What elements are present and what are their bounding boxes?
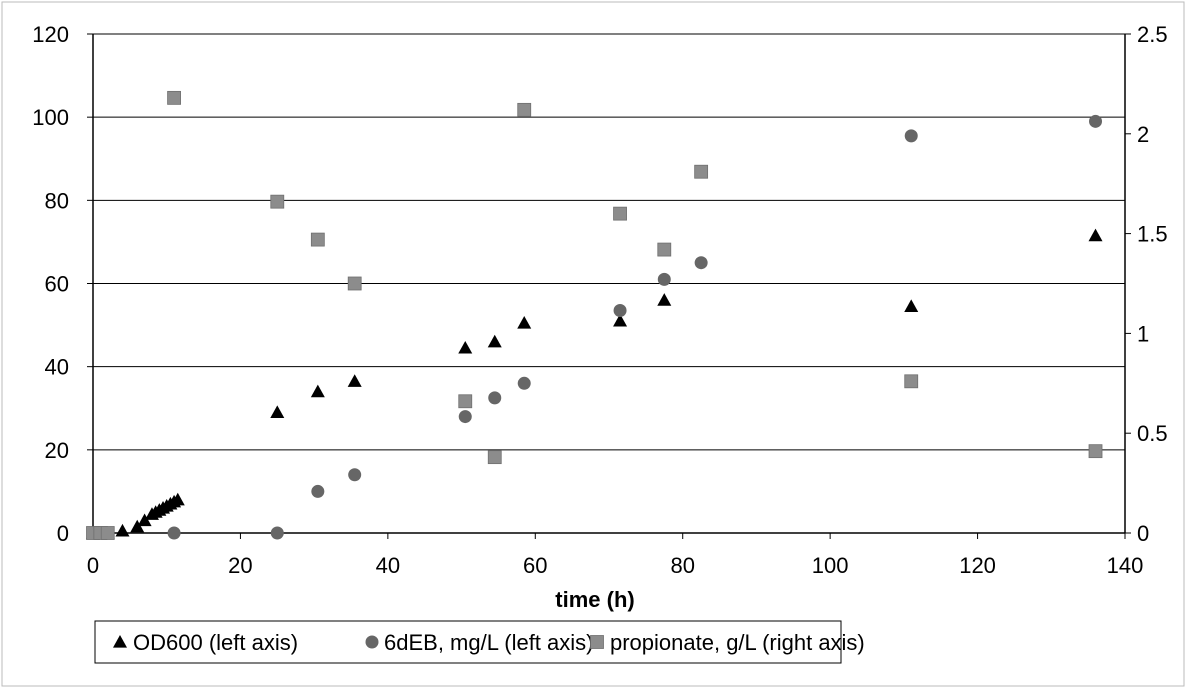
x-tick-label: 80 (670, 553, 694, 578)
x-axis-title: time (h) (555, 587, 634, 612)
legend-marker-square (590, 635, 604, 649)
legend-box (94, 620, 842, 664)
od600-point (115, 523, 130, 537)
6deb-point (1089, 114, 1103, 128)
axes (87, 33, 1131, 539)
y-right-tick-label: 1 (1137, 321, 1149, 346)
propionate-point (1088, 444, 1103, 459)
y-left-tick-label: 40 (45, 355, 69, 380)
od600-point (1088, 228, 1103, 242)
propionate-point (310, 232, 325, 247)
od600-point (657, 293, 672, 306)
propionate-point (347, 276, 362, 291)
x-tick-labels: 0 20 40 60 80 100 120 140 (87, 553, 1143, 578)
propionate-point (487, 450, 502, 465)
x-tick-label: 60 (523, 553, 547, 578)
od600-point (904, 299, 919, 312)
propionate-point (613, 206, 627, 221)
od600-point (137, 513, 152, 527)
od600-point (170, 492, 185, 506)
6deb-point (517, 376, 531, 390)
propionate-point (657, 242, 672, 257)
od600-point (310, 384, 325, 398)
y-left-tick-label: 0 (57, 521, 69, 546)
6deb-point (694, 256, 708, 270)
propionate-point (517, 102, 532, 117)
6deb-point (458, 410, 472, 424)
y-left-tick-label: 60 (45, 272, 69, 297)
y-right-tick-label: 2 (1137, 122, 1149, 147)
y-right-tick-labels: 0 0.5 1 1.5 2 2.5 (1137, 22, 1168, 546)
6deb-point (270, 526, 284, 540)
x-tick-label: 120 (959, 553, 996, 578)
y-left-tick-label: 20 (45, 438, 69, 463)
propionate-point (100, 526, 115, 540)
legend-entry-label: OD600 (left axis) (133, 630, 298, 655)
od600-point (270, 405, 285, 419)
od600-point (458, 340, 473, 354)
y-right-tick-label: 1.5 (1137, 222, 1168, 247)
x-tick-label: 140 (1107, 553, 1144, 578)
data-points (86, 90, 1103, 540)
legend: OD600 (left axis) 6dEB, mg/L (left axis) p… (94, 620, 865, 664)
x-tick-label: 100 (812, 553, 849, 578)
legend-entry-label: 6dEB, mg/L (left axis) (384, 630, 593, 655)
y-right-tick-label: 0.5 (1137, 421, 1168, 446)
y-left-tick-label: 80 (45, 188, 69, 213)
od600-point (130, 519, 145, 533)
propionate-point (458, 394, 473, 409)
6deb-point (657, 272, 671, 286)
y-left-tick-labels: 0 20 40 60 80 100 120 (32, 22, 69, 546)
x-tick-label: 0 (87, 553, 99, 578)
6deb-point (488, 391, 502, 405)
propionate-point (904, 374, 919, 389)
6deb-point (311, 484, 325, 498)
6deb-point (167, 526, 181, 540)
legend-marker-circle (365, 635, 379, 649)
y-right-tick-label: 2.5 (1137, 22, 1168, 47)
propionate-point (270, 194, 285, 209)
x-tick-label: 20 (228, 553, 252, 578)
od600-point (517, 316, 532, 329)
legend-entry-label: propionate, g/L (right axis) (610, 630, 865, 655)
od600-point (613, 313, 628, 327)
od600-point (487, 334, 502, 348)
x-tick-label: 40 (376, 553, 400, 578)
6deb-point (348, 468, 362, 482)
6deb-point (904, 129, 918, 143)
legend-marker-triangle (113, 635, 127, 648)
od600-point (347, 374, 362, 387)
6deb-point (613, 304, 627, 318)
propionate-point (167, 90, 181, 105)
propionate-point (694, 164, 709, 179)
y-left-tick-label: 100 (32, 105, 69, 130)
y-left-tick-label: 120 (32, 22, 69, 47)
y-right-tick-label: 0 (1137, 521, 1149, 546)
